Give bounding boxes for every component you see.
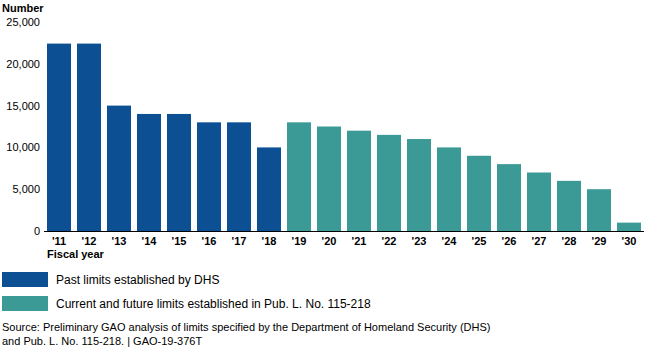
bar bbox=[407, 139, 431, 231]
x-tick-label: '28 bbox=[562, 235, 577, 247]
source-note: Source: Preliminary GAO analysis of limi… bbox=[2, 321, 490, 333]
x-tick-label: '26 bbox=[502, 235, 517, 247]
legend-label: Past limits established by DHS bbox=[56, 273, 219, 287]
y-tick-label: 15,000 bbox=[6, 100, 40, 112]
bars bbox=[47, 44, 641, 231]
legend-swatch bbox=[2, 272, 48, 287]
x-tick-label: '19 bbox=[292, 235, 307, 247]
bar bbox=[587, 189, 611, 231]
bar bbox=[497, 164, 521, 231]
bar bbox=[77, 44, 101, 231]
bar bbox=[617, 223, 641, 231]
legend-label: Current and future limits established in… bbox=[56, 297, 371, 311]
x-tick-label: '27 bbox=[532, 235, 547, 247]
x-tick-label: '20 bbox=[322, 235, 337, 247]
bar bbox=[257, 147, 281, 231]
bar bbox=[197, 122, 221, 231]
y-tick-label: 0 bbox=[34, 225, 40, 237]
x-axis-label: Fiscal year bbox=[47, 248, 105, 260]
x-tick-label: '11 bbox=[52, 235, 66, 247]
bar bbox=[107, 106, 131, 231]
bar bbox=[437, 147, 461, 231]
y-axis-label: Number bbox=[2, 2, 44, 14]
bar bbox=[467, 156, 491, 231]
x-tick-label: '17 bbox=[232, 235, 247, 247]
legend: Past limits established by DHS Current an… bbox=[2, 272, 371, 311]
chart: Number 0 5,000 10,000 15,000 20,000 25,000 '11 '… bbox=[0, 0, 650, 348]
bar bbox=[47, 44, 71, 231]
bar bbox=[287, 122, 311, 231]
bar bbox=[227, 122, 251, 231]
y-tick-label: 20,000 bbox=[6, 58, 40, 70]
bar bbox=[137, 114, 161, 231]
x-tick-label: '13 bbox=[112, 235, 127, 247]
x-axis-line bbox=[44, 231, 644, 232]
x-tick-label: '24 bbox=[442, 235, 458, 247]
bar bbox=[347, 131, 371, 231]
x-tick-label: '25 bbox=[472, 235, 487, 247]
x-tick-label: '22 bbox=[382, 235, 397, 247]
x-tick-label: '12 bbox=[82, 235, 97, 247]
x-tick-label: '14 bbox=[142, 235, 158, 247]
x-tick-label: '21 bbox=[352, 235, 367, 247]
y-tick-label: 25,000 bbox=[6, 16, 40, 28]
x-tick-label: '16 bbox=[202, 235, 217, 247]
bar bbox=[317, 127, 341, 232]
y-tick-label: 10,000 bbox=[6, 141, 40, 153]
source-note: and Pub. L. No. 115-218. | GAO-19-376T bbox=[2, 335, 202, 347]
bar bbox=[377, 135, 401, 231]
bar bbox=[527, 172, 551, 231]
legend-swatch bbox=[2, 296, 48, 311]
x-tick-label: '15 bbox=[172, 235, 187, 247]
x-tick-label: '29 bbox=[592, 235, 607, 247]
bar bbox=[557, 181, 581, 231]
x-tick-label: '23 bbox=[412, 235, 427, 247]
y-tick-label: 5,000 bbox=[12, 183, 40, 195]
x-tick-label: '30 bbox=[622, 235, 637, 247]
bar bbox=[167, 114, 191, 231]
x-tick-label: '18 bbox=[262, 235, 277, 247]
